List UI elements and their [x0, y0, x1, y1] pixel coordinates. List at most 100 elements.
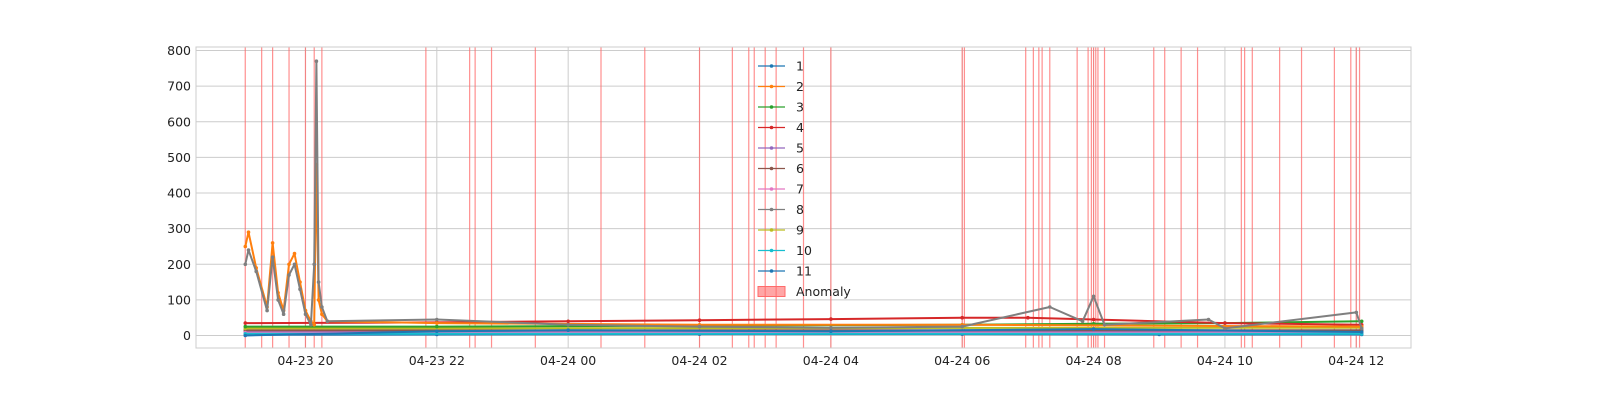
- x-tick-label: 04-24 06: [934, 353, 990, 368]
- anomaly-band: [1333, 47, 1335, 348]
- anomaly-band: [1097, 47, 1099, 348]
- data-point: [829, 325, 833, 330]
- legend-label: 3: [796, 100, 804, 115]
- anomaly-band: [304, 47, 307, 348]
- y-tick-label: 500: [167, 150, 191, 165]
- legend-item-7: 7: [758, 182, 804, 197]
- anomaly-band: [1196, 47, 1199, 348]
- data-point: [960, 315, 964, 320]
- data-point: [254, 269, 258, 274]
- anomaly-band: [1032, 47, 1034, 348]
- legend-item-2: 2: [758, 79, 804, 94]
- anomaly-band: [698, 47, 701, 348]
- anomaly-band: [1180, 47, 1182, 348]
- x-tick-label: 04-24 10: [1197, 353, 1253, 368]
- legend-item-9: 9: [758, 223, 804, 238]
- anomaly-band: [1300, 47, 1303, 348]
- data-point: [314, 59, 319, 63]
- anomaly-band: [244, 47, 246, 348]
- data-point: [697, 324, 702, 329]
- legend-swatch-anomaly: [757, 286, 786, 297]
- data-point: [1354, 310, 1359, 315]
- legend-label: 10: [796, 243, 812, 258]
- x-tick-label: 04-24 04: [803, 353, 859, 368]
- data-point: [1223, 321, 1227, 325]
- legend-item-5: 5: [758, 141, 804, 156]
- anomaly-band: [830, 47, 832, 348]
- data-point: [298, 287, 302, 292]
- data-point: [246, 230, 251, 234]
- legend-label: 6: [796, 161, 804, 176]
- anomaly-band: [731, 47, 733, 348]
- anomaly-band: [425, 47, 427, 348]
- anomaly-band: [534, 47, 536, 348]
- anomaly-band: [802, 47, 805, 348]
- anomaly-band: [1358, 47, 1361, 348]
- anomaly-band: [1244, 47, 1246, 348]
- legend-marker: [769, 84, 774, 89]
- data-point: [325, 319, 330, 324]
- legend-item-11: 11: [758, 264, 812, 279]
- x-tick-label: 04-24 00: [540, 353, 596, 368]
- data-point: [1359, 326, 1364, 331]
- x-tick-label: 04-24 02: [671, 353, 727, 368]
- data-point: [243, 244, 248, 249]
- data-point: [243, 262, 248, 267]
- legend-marker: [769, 269, 774, 273]
- data-point: [320, 305, 324, 309]
- data-point: [292, 251, 297, 256]
- y-tick-label: 300: [167, 221, 191, 236]
- data-point: [276, 298, 280, 302]
- data-point: [1080, 319, 1085, 324]
- legend-marker: [769, 228, 774, 232]
- anomaly-band: [1164, 47, 1166, 348]
- series-8: [243, 59, 1364, 331]
- anomaly-band: [644, 47, 646, 348]
- x-tick-label: 04-23 22: [409, 353, 465, 368]
- legend-label: 8: [796, 202, 804, 217]
- anomaly-band: [1350, 47, 1352, 348]
- legend-item-1: 1: [758, 59, 804, 74]
- legend-marker: [769, 146, 774, 150]
- data-point: [316, 280, 321, 284]
- data-point: [292, 262, 297, 267]
- data-point: [435, 321, 439, 325]
- data-point: [287, 262, 291, 267]
- legend-label: 1: [796, 59, 804, 74]
- data-point: [566, 328, 570, 333]
- data-point: [829, 317, 833, 321]
- legend-marker: [769, 207, 774, 212]
- anomaly-band: [1240, 47, 1242, 348]
- data-point: [303, 312, 308, 317]
- anomaly-band: [1251, 47, 1253, 348]
- data-point: [697, 318, 702, 323]
- data-point: [1359, 319, 1364, 324]
- anomaly-band: [748, 47, 750, 348]
- anomaly-band: [1038, 47, 1040, 348]
- legend-item-3: 3: [758, 100, 804, 115]
- anomaly-band: [1355, 47, 1357, 348]
- legend-item-4: 4: [758, 120, 804, 135]
- x-tick-label: 04-24 08: [1065, 353, 1121, 368]
- legend: 1 2 3 4 5 6 7 8 9 10 11 Anomaly: [757, 59, 851, 299]
- data-point: [270, 241, 275, 245]
- anomaly-band: [963, 47, 966, 348]
- data-point: [435, 317, 439, 322]
- y-tick-label: 400: [167, 186, 191, 201]
- data-point: [246, 248, 251, 252]
- anomaly-band: [261, 47, 263, 348]
- data-point: [1359, 330, 1364, 334]
- anomaly-band: [1087, 47, 1089, 348]
- anomaly-band: [1049, 47, 1051, 348]
- data-point: [1206, 317, 1211, 322]
- y-tick-label: 800: [167, 43, 191, 58]
- legend-item-anomaly: Anomaly: [757, 284, 851, 299]
- legend-marker: [769, 166, 774, 171]
- series-group: [243, 59, 1364, 338]
- series-line: [245, 328, 1362, 337]
- anomaly-band: [764, 47, 766, 348]
- data-point: [287, 273, 291, 277]
- legend-label: 9: [796, 223, 804, 238]
- y-tick-label: 0: [183, 328, 191, 343]
